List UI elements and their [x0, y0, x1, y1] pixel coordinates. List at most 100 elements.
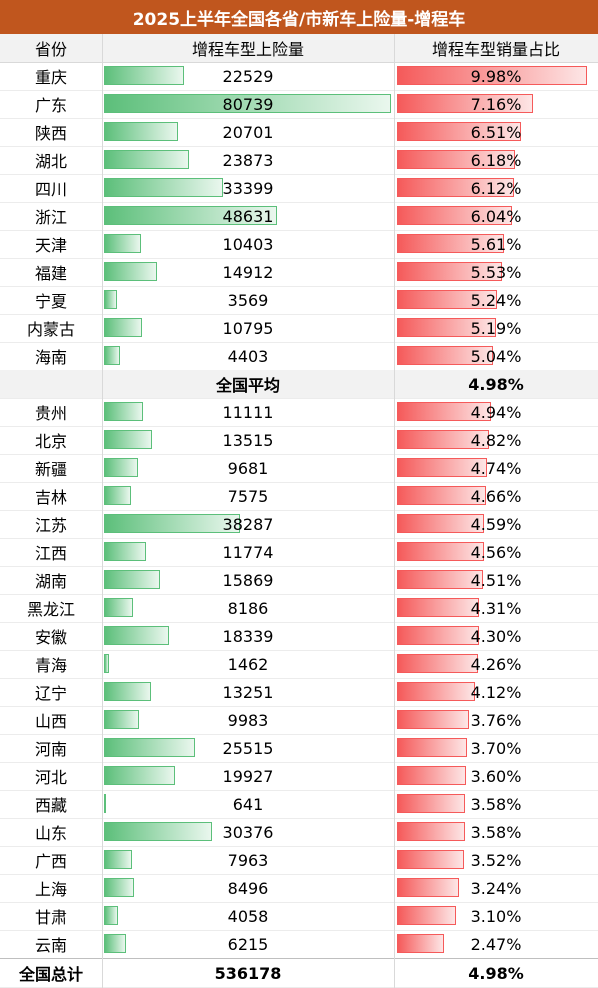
share-value: 5.04% — [470, 346, 522, 366]
share-bar — [397, 234, 504, 253]
share-value: 5.53% — [470, 262, 522, 282]
province-label: 吉林 — [34, 488, 67, 507]
share-bar — [397, 94, 534, 113]
table-row: 上海 8496 3.24% — [0, 874, 598, 903]
share-bar — [397, 122, 521, 141]
share-bar — [397, 430, 489, 449]
column-divider — [102, 34, 103, 988]
table-row: 河南 25515 3.70% — [0, 734, 598, 763]
volume-bar — [104, 514, 241, 533]
volume-bar — [104, 850, 133, 869]
province-label: 宁夏 — [34, 292, 67, 311]
share-bar — [397, 542, 484, 561]
share-bar — [397, 290, 497, 309]
table-row: 吉林 7575 4.66% — [0, 482, 598, 511]
share-value: 3.10% — [470, 906, 522, 926]
table-row: 天津 10403 5.61% — [0, 230, 598, 259]
volume-bar — [104, 290, 117, 309]
volume-bar — [104, 710, 140, 729]
table-row: 广西 7963 3.52% — [0, 846, 598, 875]
volume-value: 8496 — [227, 878, 269, 898]
share-value: 4.82% — [470, 430, 522, 450]
volume-bar — [104, 66, 185, 85]
province-label: 云南 — [34, 936, 67, 955]
table-header: 省份 增程车型上险量 增程车型销量占比 — [0, 34, 598, 63]
volume-value: 3569 — [227, 290, 269, 310]
volume-bar — [104, 822, 212, 841]
volume-bar — [104, 934, 127, 953]
province-label: 湖北 — [34, 152, 67, 171]
volume-value: 14912 — [222, 262, 274, 282]
share-bar — [397, 906, 457, 925]
province-label: 西藏 — [34, 796, 67, 815]
share-value: 6.18% — [470, 150, 522, 170]
volume-bar — [104, 486, 131, 505]
volume-bar — [104, 626, 170, 645]
table-row: 四川 33399 6.12% — [0, 174, 598, 203]
volume-value: 38287 — [222, 514, 274, 534]
table-row: 新疆 9681 4.74% — [0, 454, 598, 483]
table-row: 贵州 11111 4.94% — [0, 398, 598, 427]
table-row: 甘肃 4058 3.10% — [0, 902, 598, 931]
volume-value: 7963 — [227, 850, 269, 870]
share-value: 4.56% — [470, 542, 522, 562]
share-value: 4.26% — [470, 654, 522, 674]
share-value: 6.12% — [470, 178, 522, 198]
volume-bar — [104, 430, 153, 449]
share-value: 4.94% — [470, 402, 522, 422]
province-label: 重庆 — [34, 68, 67, 87]
province-label: 江西 — [34, 544, 67, 563]
province-label: 陕西 — [34, 124, 67, 143]
share-bar — [397, 934, 445, 953]
table-row: 河北 19927 3.60% — [0, 762, 598, 791]
share-value: 4.51% — [470, 570, 522, 590]
province-label: 新疆 — [34, 460, 67, 479]
table-row: 安徽 18339 4.30% — [0, 622, 598, 651]
total-share: 4.98% — [468, 963, 524, 983]
volume-bar — [104, 206, 277, 225]
share-value: 6.51% — [470, 122, 522, 142]
volume-bar — [104, 598, 134, 617]
share-value: 2.47% — [470, 934, 522, 954]
share-bar — [397, 654, 479, 673]
province-label: 福建 — [34, 264, 67, 283]
column-divider — [394, 34, 395, 988]
volume-value: 11111 — [222, 402, 274, 422]
table-row: 江苏 38287 4.59% — [0, 510, 598, 539]
share-bar — [397, 626, 479, 645]
volume-value: 13251 — [222, 682, 274, 702]
volume-value: 641 — [232, 794, 264, 814]
share-value: 7.16% — [470, 94, 522, 114]
share-bar — [397, 458, 488, 477]
share-value: 4.74% — [470, 458, 522, 478]
share-bar — [397, 738, 468, 757]
volume-bar — [104, 654, 110, 673]
province-label: 山东 — [34, 824, 67, 843]
province-label: 黑龙江 — [26, 600, 75, 619]
province-label: 安徽 — [34, 628, 67, 647]
volume-value: 22529 — [222, 66, 274, 86]
volume-bar — [104, 570, 161, 589]
table-row: 辽宁 13251 4.12% — [0, 678, 598, 707]
share-bar — [397, 206, 512, 225]
volume-value: 23873 — [222, 150, 274, 170]
share-value: 5.19% — [470, 318, 522, 338]
share-bar — [397, 822, 466, 841]
share-value: 3.76% — [470, 710, 522, 730]
share-bar — [397, 150, 515, 169]
table-row: 浙江 48631 6.04% — [0, 202, 598, 231]
volume-bar — [104, 94, 391, 113]
average-label: 全国平均 — [215, 376, 280, 395]
share-bar — [397, 570, 483, 589]
share-value: 3.58% — [470, 822, 522, 842]
volume-value: 1462 — [227, 654, 269, 674]
share-value: 3.52% — [470, 850, 522, 870]
share-bar — [397, 346, 493, 365]
table-row: 广东 80739 7.16% — [0, 90, 598, 119]
volume-value: 13515 — [222, 430, 274, 450]
volume-bar — [104, 738, 195, 757]
volume-value: 8186 — [227, 598, 269, 618]
volume-value: 9983 — [227, 710, 269, 730]
volume-value: 6215 — [227, 934, 269, 954]
volume-value: 20701 — [222, 122, 274, 142]
